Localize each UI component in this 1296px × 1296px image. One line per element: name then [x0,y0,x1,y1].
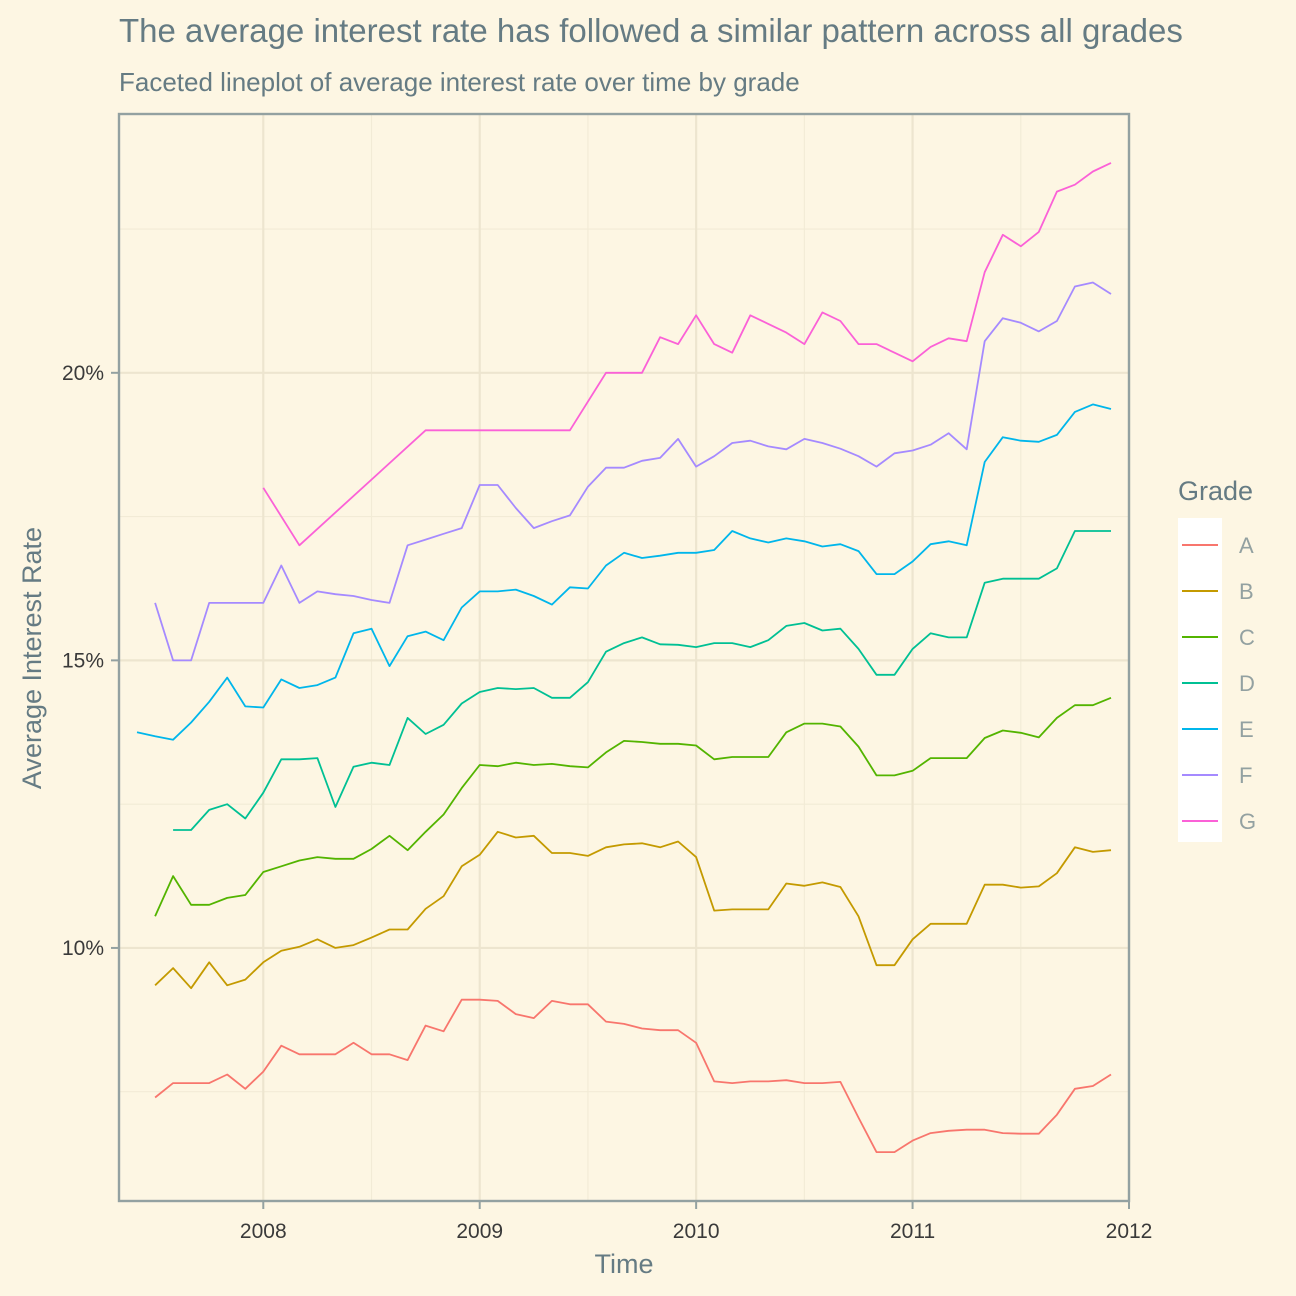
y-tick-label: 10% [62,937,104,960]
x-tick-label: 2009 [456,1220,503,1243]
legend-label-G: G [1239,809,1256,834]
x-tick-label: 2008 [240,1220,287,1243]
plot-panel [117,112,1131,1203]
legend-label-E: E [1239,717,1254,742]
x-axis: 2008 2009 2010 2011 2012 [240,1201,1152,1243]
series-line-B [154,830,1112,990]
legend-label-B: B [1239,579,1254,604]
x-axis-title: Time [595,1249,654,1279]
legend-label-C: C [1239,625,1255,650]
y-tick-label: 15% [62,649,104,672]
series-line-A [154,998,1112,1153]
legend-key-background [1178,518,1222,842]
legend-label-D: D [1239,671,1255,696]
panel-border [117,112,1131,1203]
legend-label-A: A [1239,533,1254,558]
legend-label-F: F [1239,763,1252,788]
series-line-G [262,162,1112,547]
y-axis: 10% 15% 20% [62,362,119,960]
series-line-C [154,696,1112,917]
x-tick-label: 2011 [890,1220,935,1243]
series-layer [136,162,1112,1153]
y-axis-title: Average Interest Rate [17,527,47,789]
legend-title: Grade [1178,476,1253,506]
chart-subtitle: Faceted lineplot of average interest rat… [119,67,800,97]
chart-title: The average interest rate has followed a… [119,12,1183,49]
series-line-E [136,403,1112,741]
x-tick-label: 2010 [673,1220,720,1243]
series-line-F [154,281,1112,662]
x-tick-label: 2012 [1106,1220,1153,1243]
series-line-D [173,530,1111,831]
y-tick-label: 20% [62,362,104,385]
grid-layer [119,114,1131,1201]
